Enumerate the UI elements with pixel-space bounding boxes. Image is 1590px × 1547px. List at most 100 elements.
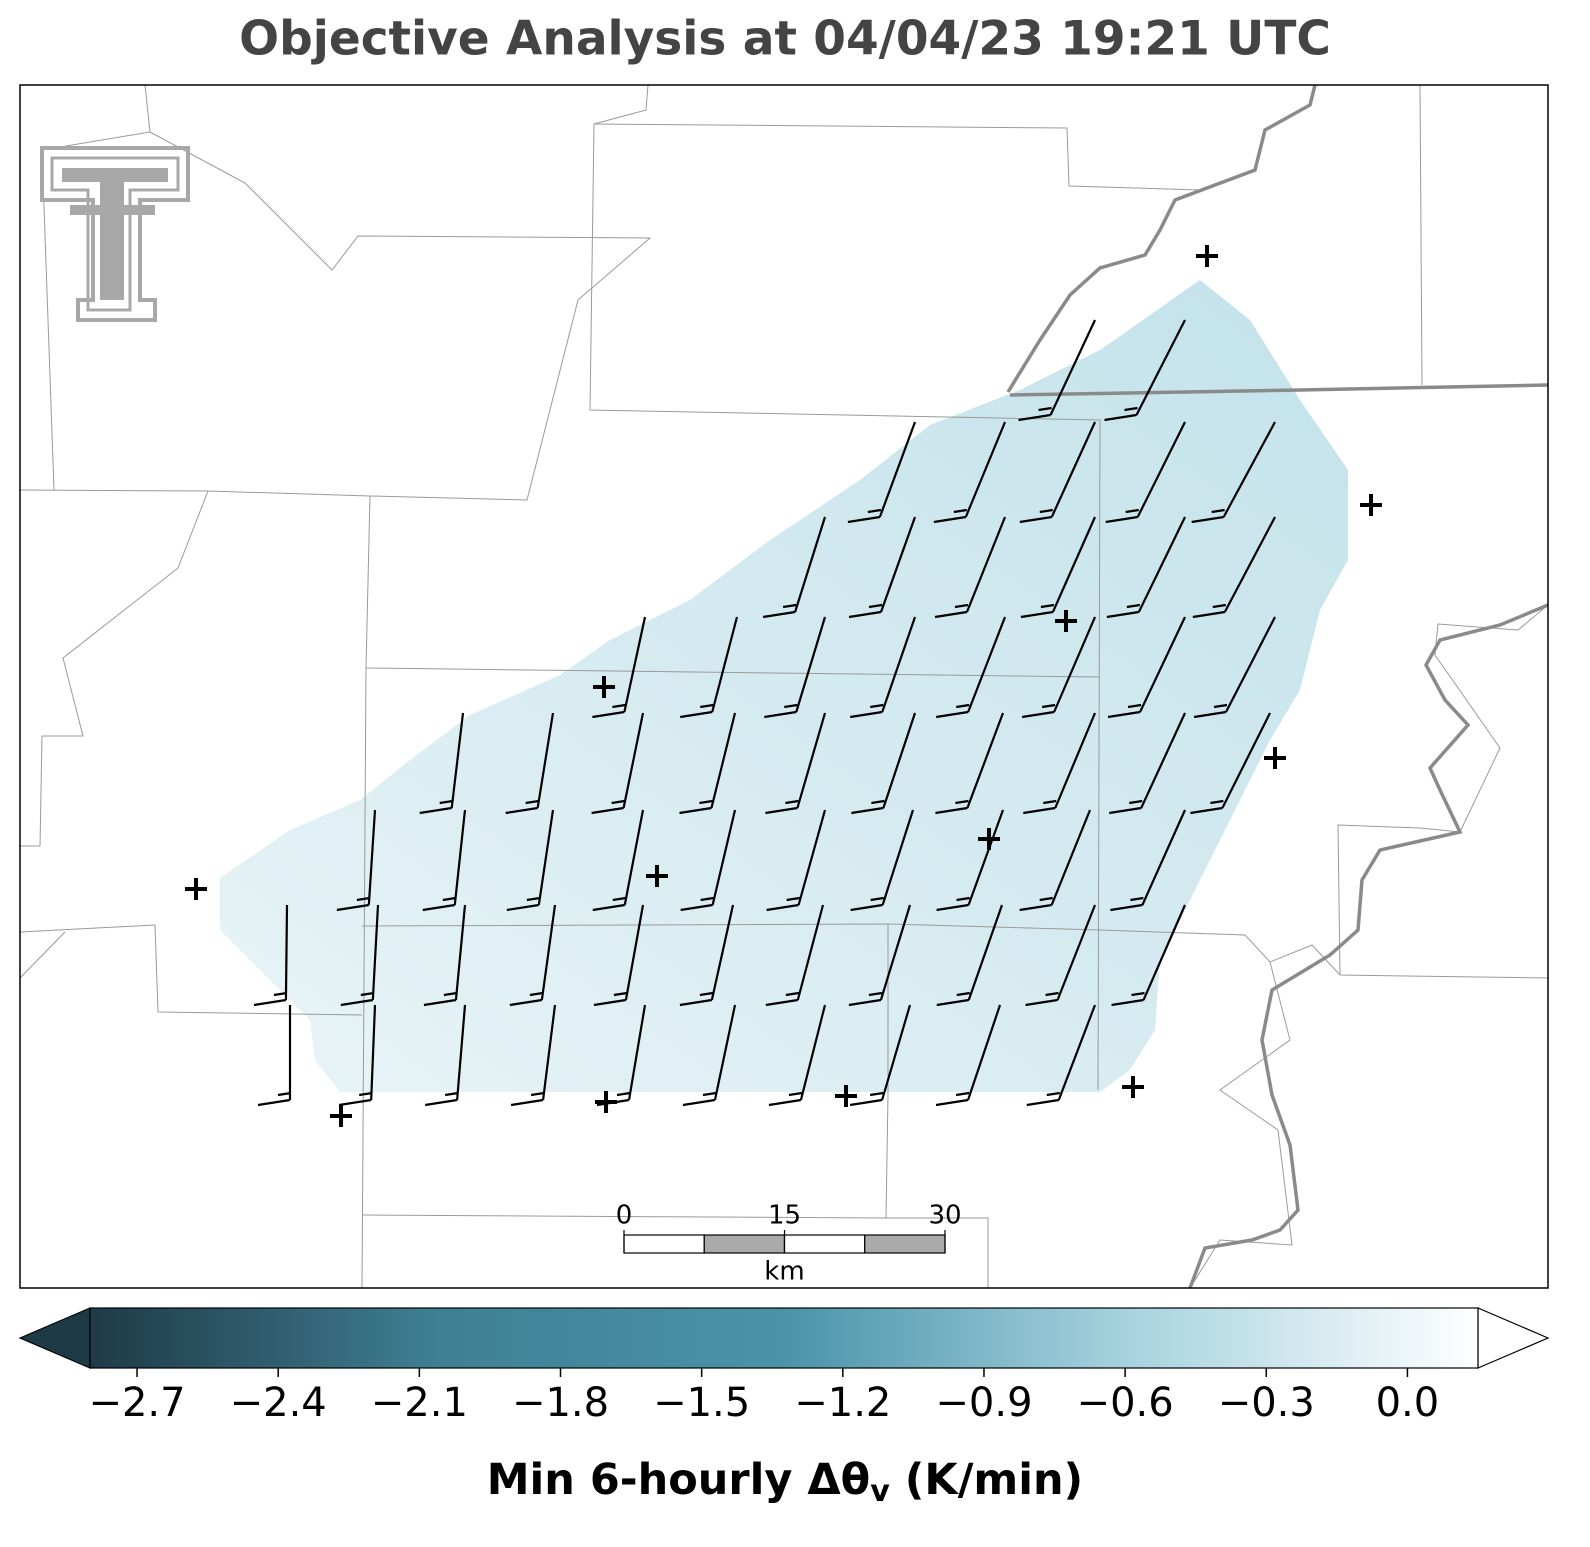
wind-barb — [1021, 616, 1097, 719]
wind-barb — [848, 904, 912, 1007]
wind-barb — [257, 1005, 292, 1107]
wind-barb — [591, 712, 645, 815]
colorbar-tick-label: 0.0 — [1376, 1380, 1440, 1426]
station-marker — [1196, 245, 1218, 267]
wind-barb — [1026, 1004, 1097, 1107]
wind-barb — [592, 616, 647, 719]
wind-barb — [339, 1004, 377, 1107]
wind-barb — [847, 421, 917, 524]
wind-barb — [682, 1004, 737, 1107]
scale-segment — [703, 1234, 786, 1254]
wind-barb — [1104, 319, 1186, 422]
colorbar-fill — [89, 1307, 1479, 1369]
wind-barb — [336, 809, 377, 912]
wind-barb — [768, 1004, 827, 1107]
wind-barb — [1019, 421, 1097, 524]
wind-barb — [935, 1004, 1002, 1107]
wind-barb — [679, 904, 735, 1007]
scale-unit: km — [764, 1257, 804, 1287]
station-marker — [595, 1091, 617, 1113]
colorbar-tick-label: −1.2 — [794, 1380, 891, 1426]
scale-segment — [864, 1234, 946, 1254]
wind-barb — [850, 809, 915, 912]
wind-barb — [509, 904, 557, 1007]
wind-barb — [419, 712, 465, 815]
station-marker — [593, 676, 615, 698]
wind-barb — [1018, 319, 1096, 422]
station-marker — [835, 1085, 857, 1107]
logo — [40, 146, 190, 322]
wind-barb — [1019, 809, 1092, 912]
wind-barb — [765, 712, 827, 815]
county-lines — [20, 85, 1548, 1288]
wind-barbs — [253, 319, 1276, 1107]
station-marker — [646, 865, 668, 887]
wind-barb — [253, 904, 289, 1007]
scale-bar: 0 15 30 km — [616, 1201, 962, 1287]
wind-barb — [1111, 904, 1187, 1007]
stations — [185, 245, 1382, 1127]
colorbar-tick-label: −2.1 — [371, 1380, 468, 1426]
wind-barb — [1190, 712, 1271, 815]
station-marker — [185, 878, 207, 900]
scale-segment — [623, 1234, 705, 1254]
colorbar-tick-label: −0.9 — [935, 1380, 1032, 1426]
wind-barb — [765, 904, 825, 1007]
wind-barb — [1106, 516, 1186, 619]
station-marker — [1264, 747, 1286, 769]
wind-barb — [936, 809, 1005, 912]
station-marker — [330, 1105, 352, 1127]
analysis-shading — [220, 280, 1348, 1092]
wind-barb — [762, 516, 827, 619]
colorbar-tick-label: −0.3 — [1218, 1380, 1315, 1426]
wind-barb — [934, 516, 1007, 619]
wind-barb — [850, 616, 917, 719]
colorbar-tick-label: −2.4 — [230, 1380, 327, 1426]
wind-barb — [1107, 616, 1186, 719]
wind-barb — [764, 616, 827, 719]
scale-segment — [783, 1234, 866, 1254]
colorbar-label-main: Min 6-hourly Δθ — [487, 1455, 870, 1505]
colorbar-tick-label: −2.7 — [88, 1380, 185, 1426]
wind-barb — [505, 712, 555, 815]
colorbar-tick-label: −1.8 — [512, 1380, 609, 1426]
wind-barb — [935, 712, 1005, 815]
wind-barb — [1193, 616, 1276, 719]
wind-barb — [933, 421, 1007, 524]
station-marker — [1360, 494, 1382, 516]
wind-barb — [1110, 809, 1187, 912]
scale-tick-label: 30 — [928, 1201, 961, 1231]
station-marker — [1122, 1076, 1144, 1098]
wind-barb — [851, 712, 917, 815]
station-marker — [978, 828, 1000, 850]
wind-barb — [422, 809, 467, 912]
wind-barb — [423, 904, 467, 1007]
colorbar-label-sub: v — [870, 1474, 890, 1509]
wind-barb — [680, 616, 739, 719]
wind-barb — [935, 616, 1007, 719]
wind-barb — [424, 1004, 467, 1107]
wind-barb — [1191, 421, 1276, 524]
wind-barb — [1109, 712, 1186, 815]
wind-barb — [592, 809, 645, 912]
wind-barb — [340, 904, 380, 1007]
title: Objective Analysis at 04/04/23 19:21 UTC — [239, 12, 1331, 67]
wind-barb — [1105, 421, 1186, 524]
colorbar-extend-low — [18, 1307, 91, 1369]
scale-tick-label: 15 — [768, 1201, 801, 1231]
wind-barb — [506, 809, 555, 912]
colorbar-label: Min 6-hourly Δθv (K/min) — [487, 1455, 1083, 1509]
colorbar: −2.7 −2.4 −2.1 −1.8 −1.5 −1.2 −0.9 −0.6 −0.3 0.0 — [18, 1307, 1550, 1426]
wind-barb — [1025, 904, 1097, 1007]
colorbar-label-tail: (K/min) — [890, 1455, 1083, 1505]
colorbar-tick-label: −1.5 — [653, 1380, 750, 1426]
wind-barb — [593, 904, 645, 1007]
wind-barb — [1023, 712, 1097, 815]
station-marker — [1055, 610, 1077, 632]
scale-tick-label: 0 — [616, 1201, 633, 1231]
map-frame — [19, 84, 1549, 1289]
wind-barb — [936, 904, 1004, 1007]
colorbar-extend-high — [1477, 1307, 1550, 1369]
wind-barb — [510, 1004, 557, 1107]
